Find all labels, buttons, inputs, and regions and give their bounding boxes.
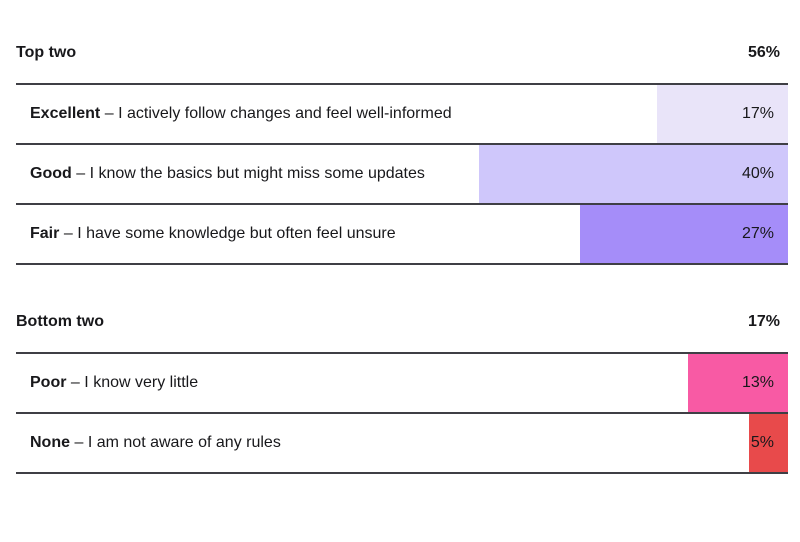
section-bottom-two: Bottom two 17% 13% Poor – I know very li… — [16, 312, 788, 474]
bar-row-none: 5% None – I am not aware of any rules — [16, 414, 788, 474]
survey-bar-chart: Top two 56% 17% Excellent – I actively f… — [16, 43, 788, 474]
bar-value-label: 40% — [741, 165, 774, 182]
row-separator: – — [70, 374, 80, 391]
row-category: None — [30, 434, 70, 451]
bar: 40% — [479, 145, 788, 203]
row-separator: – — [76, 165, 86, 182]
section-header: Bottom two 17% — [16, 312, 788, 332]
row-label: Poor – I know very little — [30, 354, 788, 412]
bar: 5% — [749, 414, 788, 472]
section-title: Top two — [16, 44, 77, 61]
bar-row-excellent: 17% Excellent – I actively follow change… — [16, 85, 788, 145]
bar-value-label: 17% — [741, 105, 774, 122]
row-description: I know very little — [84, 374, 199, 391]
row-category: Fair — [30, 225, 60, 242]
section-header: Top two 56% — [16, 43, 788, 63]
section-title: Bottom two — [16, 313, 104, 330]
row-category: Good — [30, 165, 72, 182]
row-separator: – — [63, 225, 73, 242]
chart-sections: Top two 56% 17% Excellent – I actively f… — [16, 43, 788, 474]
row-separator: – — [104, 105, 114, 122]
bar: 27% — [579, 205, 788, 263]
section-total-value: 56% — [747, 44, 780, 61]
bar-row-poor: 13% Poor – I know very little — [16, 354, 788, 414]
row-separator: – — [74, 434, 84, 451]
section-rows: 17% Excellent – I actively follow change… — [16, 83, 788, 265]
bar-row-good: 40% Good – I know the basics but might m… — [16, 145, 788, 205]
bar-value-label: 5% — [750, 434, 774, 451]
bar-row-fair: 27% Fair – I have some knowledge but oft… — [16, 205, 788, 265]
row-description: I am not aware of any rules — [87, 434, 281, 451]
section-rows: 13% Poor – I know very little 5% None – … — [16, 352, 788, 474]
bar-value-label: 13% — [741, 374, 774, 391]
bar: 17% — [656, 85, 788, 143]
row-category: Poor — [30, 374, 67, 391]
row-description: I have some knowledge but often feel uns… — [77, 225, 396, 242]
section-top-two: Top two 56% 17% Excellent – I actively f… — [16, 43, 788, 265]
row-category: Excellent — [30, 105, 101, 122]
row-description: I actively follow changes and feel well-… — [118, 105, 452, 122]
row-description: I know the basics but might miss some up… — [89, 165, 425, 182]
bar: 13% — [687, 354, 788, 412]
row-label: None – I am not aware of any rules — [30, 414, 788, 472]
section-total-value: 17% — [747, 313, 780, 330]
bar-value-label: 27% — [741, 225, 774, 242]
